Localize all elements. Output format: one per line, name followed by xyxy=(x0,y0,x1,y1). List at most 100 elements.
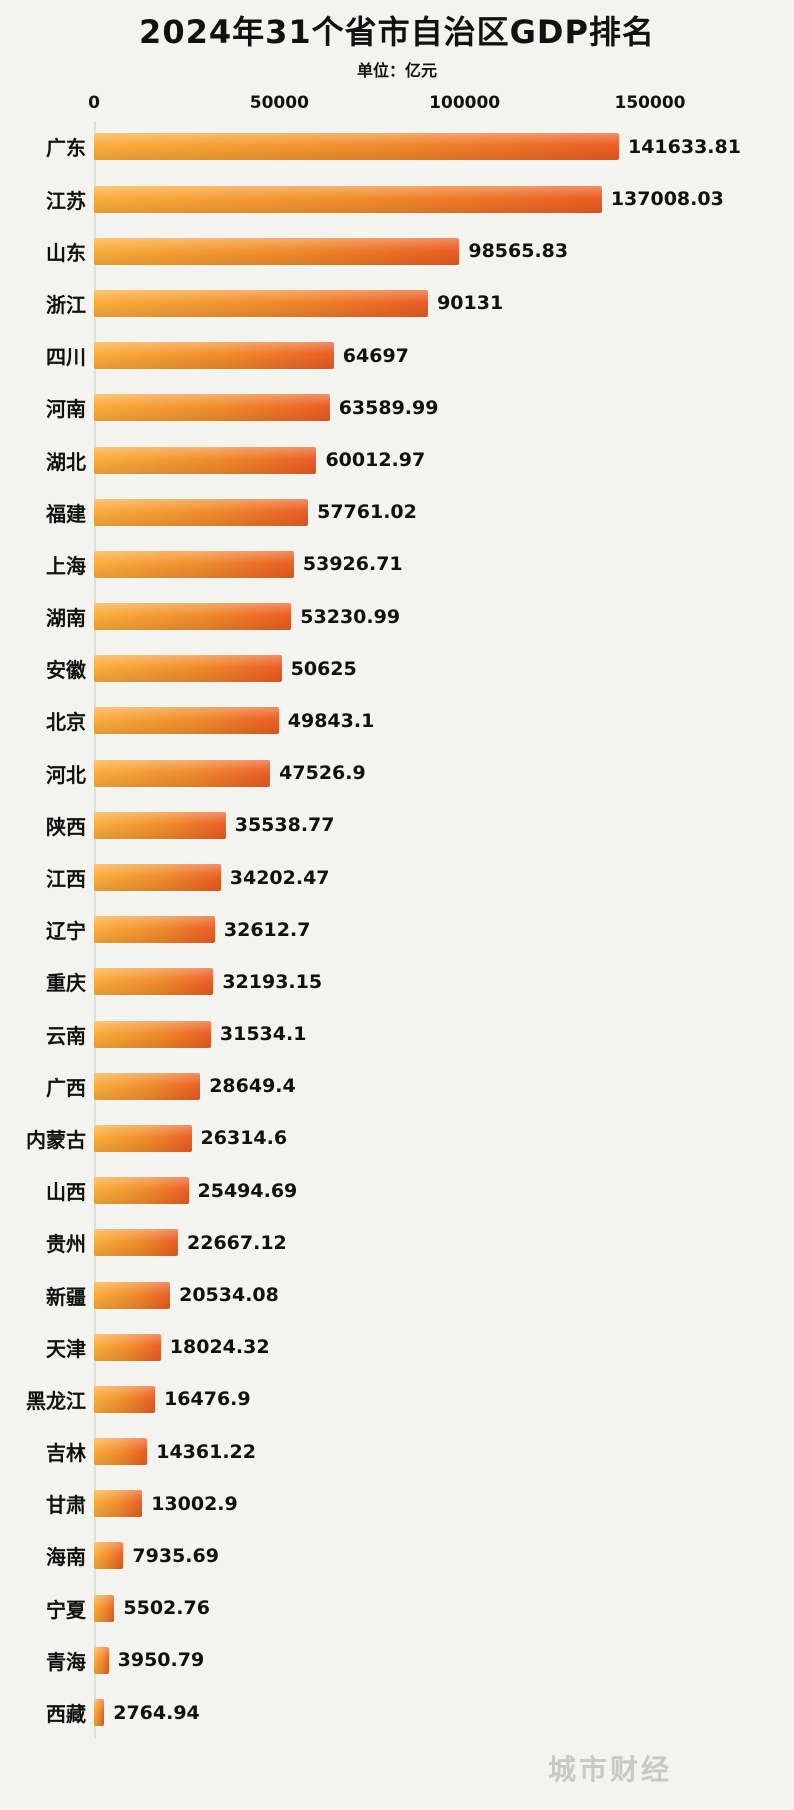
bar xyxy=(94,759,271,787)
bar-track: 35538.77 xyxy=(94,799,794,851)
bar-row: 宁夏 5502.76 xyxy=(0,1582,794,1634)
value-label: 137008.03 xyxy=(610,188,724,211)
value-label: 25494.69 xyxy=(197,1179,298,1202)
category-label: 陕西 xyxy=(46,814,86,839)
bar-track: 50625 xyxy=(94,643,794,695)
bar-track: 28649.4 xyxy=(94,1060,794,1112)
bar-row: 陕西 35538.77 xyxy=(0,799,794,851)
value-label: 28649.4 xyxy=(209,1075,296,1098)
bar-track: 16476.9 xyxy=(94,1373,794,1425)
bar-row: 广东 141633.81 xyxy=(0,121,794,173)
bar-track: 18024.32 xyxy=(94,1321,794,1373)
bar-row: 河北 47526.9 xyxy=(0,747,794,799)
bar-chart: 0 50000 100000 150000 广东 141633.81 江苏 137008.0… xyxy=(0,91,794,1739)
bar-track: 137008.03 xyxy=(94,173,794,225)
bar xyxy=(94,968,214,996)
bar-row: 天津 18024.32 xyxy=(0,1321,794,1373)
bar-track: 22667.12 xyxy=(94,1217,794,1269)
bar xyxy=(94,550,294,578)
value-label: 26314.6 xyxy=(200,1127,288,1150)
bar-row: 内蒙古 26314.6 xyxy=(0,1112,794,1164)
value-label: 98565.83 xyxy=(468,240,569,263)
bar-row: 浙江 90131 xyxy=(0,277,794,329)
category-label: 吉林 xyxy=(46,1441,86,1466)
plot-area: 广东 141633.81 江苏 137008.03 山东 98565.83 浙江 90131 四… xyxy=(0,120,794,1739)
value-label: 32612.7 xyxy=(223,918,311,941)
bar-track: 25494.69 xyxy=(94,1165,794,1217)
bar xyxy=(94,1020,211,1048)
bar xyxy=(94,1229,179,1257)
value-label: 7935.69 xyxy=(132,1544,219,1567)
category-label: 北京 xyxy=(46,710,86,735)
bar-row: 重庆 32193.15 xyxy=(0,956,794,1008)
x-axis-tick-label: 150000 xyxy=(614,92,686,113)
bar-track: 2764.94 xyxy=(94,1686,794,1738)
category-label: 福建 xyxy=(46,501,86,526)
bar xyxy=(94,289,429,317)
category-label: 宁夏 xyxy=(46,1597,86,1622)
bar-track: 53926.71 xyxy=(94,538,794,590)
bar-row: 北京 49843.1 xyxy=(0,695,794,747)
value-label: 47526.9 xyxy=(279,762,366,785)
bar-track: 64697 xyxy=(94,330,794,382)
category-label: 四川 xyxy=(46,345,86,370)
chart-title: 2024年31个省市自治区GDP排名 xyxy=(139,13,655,51)
category-label: 山西 xyxy=(46,1180,86,1205)
bar-track: 63589.99 xyxy=(94,382,794,434)
value-label: 31534.1 xyxy=(219,1023,307,1046)
bar-track: 13002.9 xyxy=(94,1478,794,1530)
bar-track: 14361.22 xyxy=(94,1425,794,1477)
bar xyxy=(94,811,226,839)
value-label: 141633.81 xyxy=(627,135,741,158)
bar-row: 安徽 50625 xyxy=(0,643,794,695)
bar-track: 7935.69 xyxy=(94,1530,794,1582)
category-label: 天津 xyxy=(46,1336,86,1361)
x-axis-tick-label: 100000 xyxy=(429,92,501,113)
value-label: 49843.1 xyxy=(287,709,375,732)
x-axis-ticks: 0 50000 100000 150000 xyxy=(0,91,794,121)
bar-row: 福建 57761.02 xyxy=(0,486,794,538)
category-label: 辽宁 xyxy=(46,919,86,944)
bar xyxy=(94,446,317,474)
value-label: 53230.99 xyxy=(300,605,401,628)
value-label: 63589.99 xyxy=(338,396,439,419)
value-label: 32193.15 xyxy=(222,970,323,993)
category-label: 新疆 xyxy=(46,1284,86,1309)
value-label: 57761.02 xyxy=(317,501,417,524)
bar-row: 甘肃 13002.9 xyxy=(0,1478,794,1530)
value-label: 18024.32 xyxy=(169,1336,270,1359)
bar xyxy=(94,603,292,631)
bar-row: 河南 63589.99 xyxy=(0,382,794,434)
value-label: 22667.12 xyxy=(187,1231,287,1254)
bar xyxy=(94,133,619,161)
category-label: 云南 xyxy=(46,1023,86,1048)
value-label: 3950.79 xyxy=(117,1649,205,1672)
value-label: 34202.47 xyxy=(229,866,330,889)
category-label: 广东 xyxy=(46,136,86,161)
category-label: 贵州 xyxy=(46,1232,86,1257)
bar-track: 60012.97 xyxy=(94,434,794,486)
bar xyxy=(94,1333,161,1361)
value-label: 13002.9 xyxy=(151,1492,238,1515)
bar-track: 32612.7 xyxy=(94,904,794,956)
bar xyxy=(94,655,282,683)
x-axis-tick-label: 50000 xyxy=(249,92,309,113)
bar xyxy=(94,1281,171,1309)
chart-unit-label: 单位：亿元 xyxy=(356,60,437,80)
bar-row: 西藏 2764.94 xyxy=(0,1686,794,1738)
category-label: 山东 xyxy=(46,240,86,265)
bar-row: 海南 7935.69 xyxy=(0,1530,794,1582)
bar-track: 57761.02 xyxy=(94,486,794,538)
bar-row: 广西 28649.4 xyxy=(0,1060,794,1112)
bar xyxy=(94,1646,109,1674)
bar-row: 山东 98565.83 xyxy=(0,225,794,277)
category-label: 江苏 xyxy=(46,188,86,213)
bar-row: 云南 31534.1 xyxy=(0,1008,794,1060)
category-label: 湖南 xyxy=(46,606,86,631)
bar-row: 吉林 14361.22 xyxy=(0,1425,794,1477)
category-label: 河北 xyxy=(46,762,86,787)
bar xyxy=(94,1490,143,1518)
bar-row: 山西 25494.69 xyxy=(0,1165,794,1217)
chart-header: 2024年31个省市自治区GDP排名 单位：亿元 xyxy=(0,0,794,81)
value-label: 60012.97 xyxy=(325,449,426,472)
